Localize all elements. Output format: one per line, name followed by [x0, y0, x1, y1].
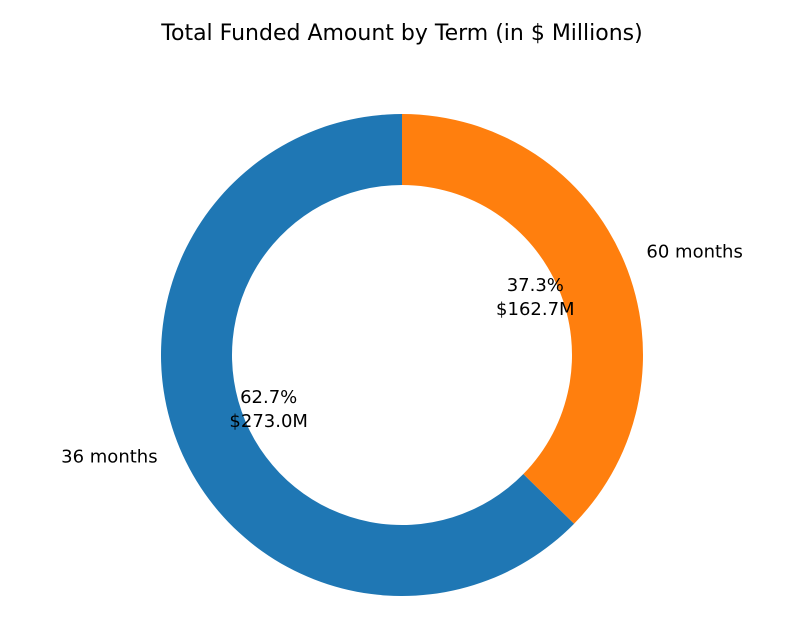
slice-60-months	[402, 114, 643, 524]
percent-label: 62.7%	[240, 387, 297, 408]
amount-label: $162.7M	[496, 299, 575, 320]
slice-value-label: 62.7% $273.0M	[229, 387, 308, 432]
percent-label: 37.3%	[507, 275, 564, 296]
labels-layer: 36 months 62.7% $273.0M 60 months 37.3% $162.…	[61, 241, 743, 467]
amount-label: $273.0M	[229, 411, 308, 432]
category-label: 60 months	[646, 241, 742, 262]
slice-value-label: 37.3% $162.7M	[496, 275, 575, 320]
slices-layer	[161, 114, 643, 597]
slice-36-months	[161, 114, 575, 597]
category-label: 36 months	[61, 447, 157, 468]
chart-title: Total Funded Amount by Term (in $ Millio…	[160, 21, 642, 46]
